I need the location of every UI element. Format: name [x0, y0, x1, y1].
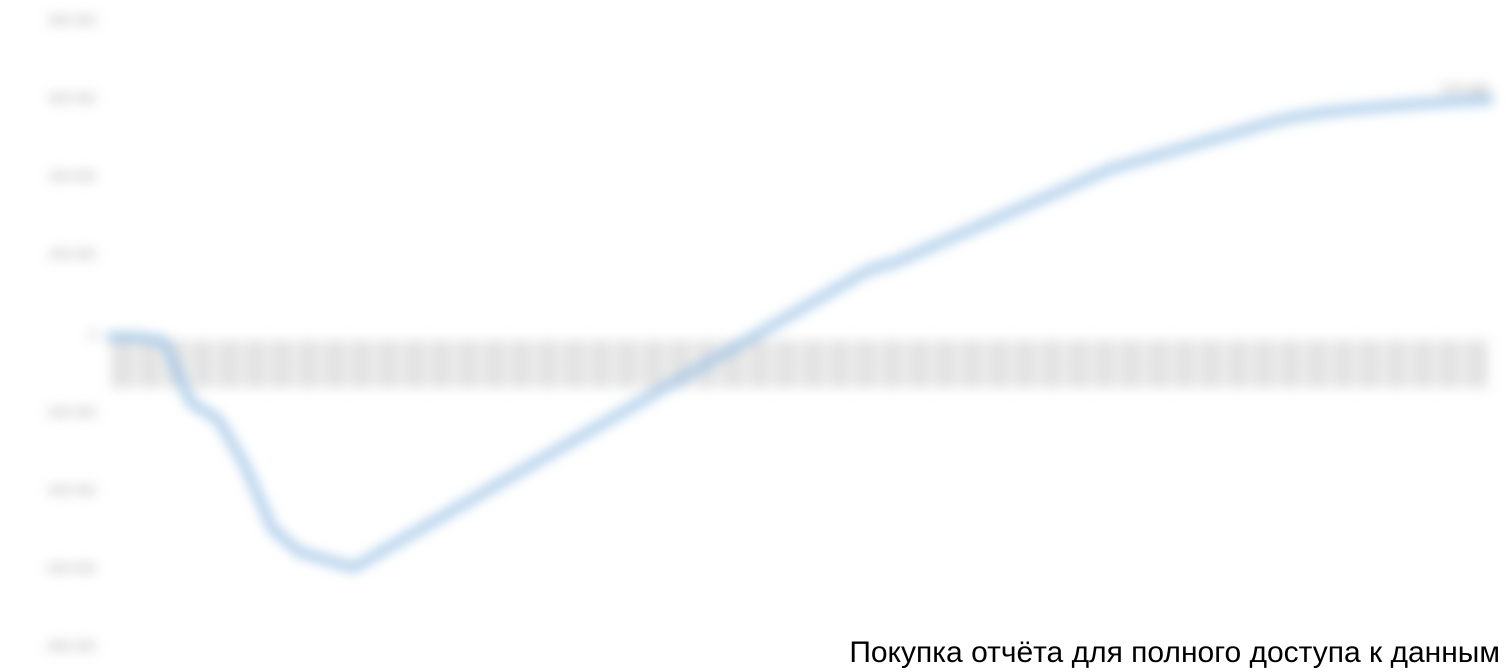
line-chart: 800 000 600 000 400 000 200 000 0 -200 0…	[0, 0, 1508, 672]
series-end-label: 575 000	[1442, 82, 1489, 97]
purchase-caption: Покупка отчёта для полного доступа к дан…	[849, 636, 1500, 670]
chart-line	[0, 0, 1508, 672]
